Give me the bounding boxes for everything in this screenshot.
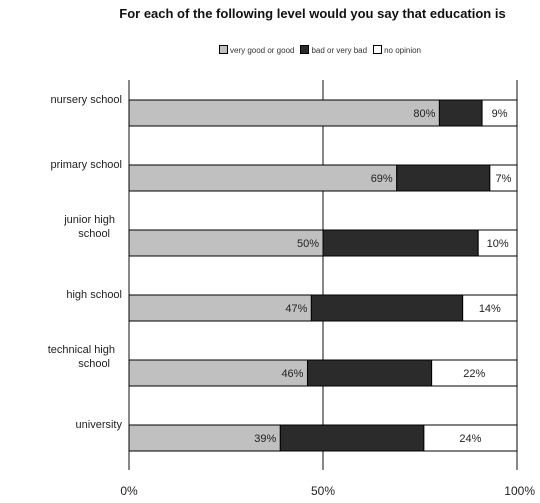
chart-title: For each of the following level would yo… <box>119 6 506 21</box>
legend-label: no opinion <box>384 46 421 55</box>
data-label: 14% <box>479 303 501 315</box>
data-label: 10% <box>487 238 509 250</box>
legend-label: bad or very bad <box>311 46 368 55</box>
bar-segment <box>489 164 518 192</box>
data-label: 47% <box>285 303 307 315</box>
data-label: 39% <box>254 433 276 445</box>
bar-segment <box>431 359 518 387</box>
category-label: university <box>76 419 123 431</box>
bar-segment <box>306 359 433 387</box>
bar-segment <box>279 424 425 452</box>
x-tick-label: 50% <box>311 484 335 498</box>
bar-segment <box>322 229 479 257</box>
category-label: nursery school <box>50 94 122 106</box>
bar-segment <box>128 294 312 322</box>
category-label: technical high school <box>48 344 115 370</box>
data-label: 69% <box>371 173 393 185</box>
data-label: 80% <box>413 108 435 120</box>
bar-segment <box>128 99 440 127</box>
legend-swatch <box>373 45 383 54</box>
category-label: high school <box>66 289 122 301</box>
category-label: primary school <box>50 159 122 171</box>
data-label: 46% <box>281 368 303 380</box>
bar-segment <box>310 294 464 322</box>
bar-segment <box>481 99 518 127</box>
legend-swatch <box>300 45 310 54</box>
data-label: 22% <box>463 368 485 380</box>
bar-segment <box>477 229 518 257</box>
data-label: 7% <box>495 173 511 185</box>
bar-segment <box>128 359 308 387</box>
data-label: 9% <box>492 108 508 120</box>
bar-segment <box>128 229 324 257</box>
bar-segment <box>438 99 483 127</box>
data-label: 24% <box>459 433 481 445</box>
category-label: junior high school <box>63 214 115 240</box>
bar-segment <box>128 424 281 452</box>
bar-segment <box>423 424 518 452</box>
legend-label: very good or good <box>229 46 295 55</box>
bar-segment <box>462 294 518 322</box>
legend-swatch <box>218 45 228 54</box>
legend: very good or good bad or very bad no opini… <box>110 45 530 55</box>
legend-item: bad or very bad <box>300 45 368 55</box>
legend-item: no opinion <box>373 45 421 55</box>
data-label: 50% <box>297 238 319 250</box>
legend-item: very good or good <box>218 45 295 55</box>
bar-segment <box>396 164 491 192</box>
bar-segment <box>128 164 398 192</box>
x-tick-label: 0% <box>120 484 138 498</box>
x-tick-label: 100% <box>504 484 535 498</box>
